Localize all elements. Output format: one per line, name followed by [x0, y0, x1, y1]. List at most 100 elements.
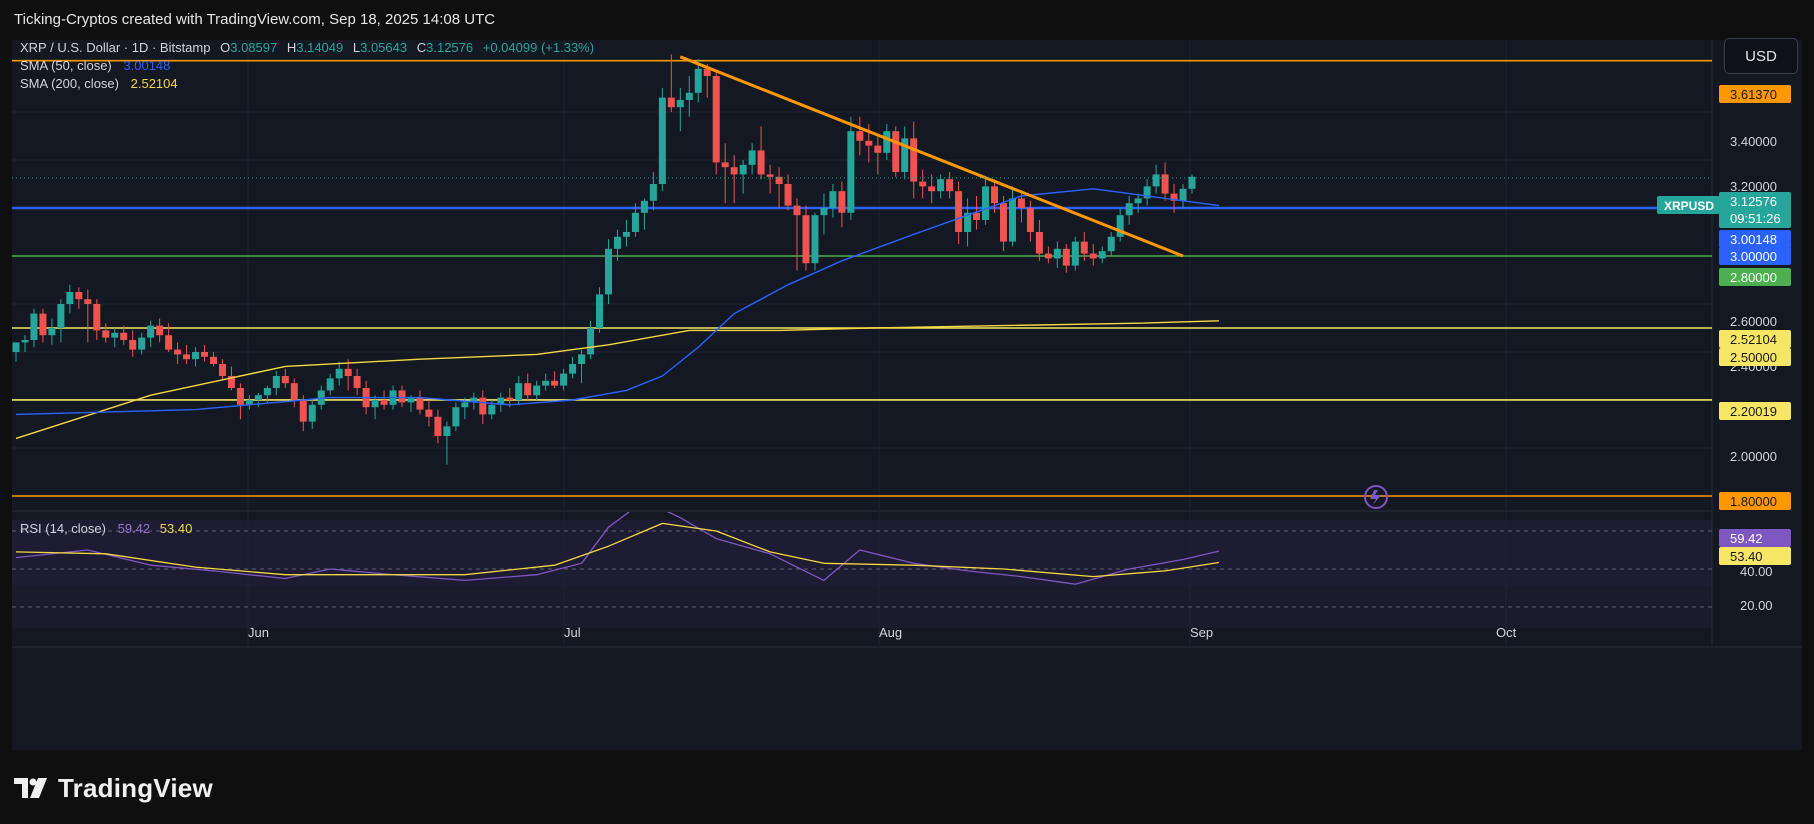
candle-body — [371, 400, 379, 408]
sma50-label: SMA (50, close) — [20, 58, 112, 73]
legend-row[interactable]: XRP / U.S. Dollar · 1D · Bitstamp O3.085… — [20, 40, 594, 55]
candle-body — [326, 378, 334, 391]
symbol-tag-text: XRPUSD — [1664, 199, 1714, 213]
tag-300-text: 3.00000 — [1730, 249, 1777, 264]
candle-body — [991, 186, 999, 204]
rsi-label: RSI (14, close) — [20, 521, 106, 536]
chart-area[interactable]: XRP / U.S. Dollar · 1D · Bitstamp O3.085… — [12, 40, 1802, 750]
candle-body — [892, 131, 900, 172]
high-label: H — [287, 40, 296, 55]
sma50-value: 3.00148 — [123, 58, 170, 73]
candle-body — [192, 352, 200, 360]
candle-body — [93, 304, 101, 331]
rsi-tick: 40.00 — [1740, 564, 1773, 579]
candle-body — [730, 167, 738, 175]
candle-body — [21, 340, 29, 343]
brand-name: TradingView — [58, 772, 213, 803]
candle-body — [533, 385, 541, 396]
rsi-lines[interactable] — [12, 501, 1712, 608]
candle-body — [308, 404, 316, 422]
close-label: C — [417, 40, 426, 55]
candle-body — [57, 304, 65, 328]
time-tick: Jul — [564, 625, 581, 640]
candle-body — [120, 332, 128, 340]
candle-body — [380, 400, 388, 405]
candle-body — [928, 186, 936, 192]
candle-body — [694, 68, 702, 93]
candle-body — [964, 212, 972, 232]
last-price-tag: XRPUSD 3.12576 09:51:26 — [1657, 192, 1791, 228]
footer-brand: TradingView — [14, 770, 213, 806]
candle-body — [218, 364, 226, 376]
candle-body — [102, 330, 110, 338]
candle-body — [631, 212, 639, 232]
price-tick: 3.40000 — [1730, 134, 1777, 149]
candle-body — [48, 328, 56, 336]
candle-body — [622, 232, 630, 237]
tradingview-logo-icon — [14, 778, 47, 798]
top-credit-bar: Ticking-Cryptos created with TradingView… — [0, 0, 1814, 40]
trendline-group[interactable] — [679, 55, 1184, 258]
candle-body — [1008, 198, 1016, 242]
candle-body — [398, 390, 406, 403]
candles-group[interactable] — [12, 54, 1196, 465]
sma200-legend[interactable]: SMA (200, close) 2.52104 — [20, 76, 178, 91]
time-tick: Jun — [248, 625, 269, 640]
candle-body — [129, 340, 137, 350]
candle-body — [703, 68, 711, 76]
rsi-ma-value: 53.40 — [160, 521, 193, 536]
candle-body — [1089, 253, 1097, 259]
candle-body — [613, 236, 621, 249]
candle-body — [488, 404, 496, 415]
candle-body — [712, 76, 720, 163]
tag-300: 3.00000 — [1719, 247, 1791, 265]
candle-body — [569, 364, 577, 374]
candle-body — [290, 383, 298, 400]
tag-sma50-text: 3.00148 — [1730, 232, 1777, 247]
candle-body — [587, 328, 595, 355]
candle-body — [1044, 253, 1052, 259]
candle-body — [299, 400, 307, 422]
candle-body — [1080, 241, 1088, 254]
time-tick: Sep — [1190, 625, 1213, 640]
high-value: 3.14049 — [296, 40, 343, 55]
price-chart-svg[interactable]: XRP / U.S. Dollar · 1D · Bitstamp O3.085… — [12, 40, 1802, 750]
candle-body — [416, 397, 424, 410]
candle-body — [1071, 241, 1079, 266]
candle-body — [982, 186, 990, 220]
sma200-line — [15, 320, 1219, 440]
candle-body — [84, 299, 92, 304]
tag-sma200: 2.52104 — [1719, 330, 1791, 348]
candle-body — [793, 205, 801, 216]
candle-body — [39, 313, 47, 336]
tag-rsi-ma: 53.40 — [1719, 547, 1791, 565]
candle-body — [156, 325, 164, 336]
rsi-legend[interactable]: RSI (14, close) 59.42 53.40 — [20, 521, 192, 536]
candle-body — [802, 215, 810, 264]
candle-body — [452, 407, 460, 427]
candle-body — [721, 162, 729, 168]
candle-body — [784, 184, 792, 206]
candle-body — [901, 138, 909, 172]
candle-body — [649, 184, 657, 201]
candle-body — [1116, 215, 1124, 237]
rsi-ma-line — [15, 522, 1220, 578]
sma50-legend[interactable]: SMA (50, close) 3.00148 — [20, 58, 170, 73]
rsi-value: 59.42 — [118, 521, 151, 536]
tag-250: 2.50000 — [1719, 348, 1791, 366]
candle-body — [1188, 176, 1196, 189]
candle-body — [524, 383, 532, 396]
candle-body — [1053, 248, 1061, 259]
tag-220: 2.20019 — [1719, 402, 1791, 420]
alert-clock-icon[interactable] — [1364, 485, 1388, 509]
candle-body — [353, 376, 361, 388]
currency-button[interactable]: USD — [1724, 38, 1798, 74]
candle-body — [201, 352, 209, 357]
candle-body — [1179, 188, 1187, 201]
candle-body — [811, 215, 819, 264]
symbol-title: XRP / U.S. Dollar · 1D · Bitstamp — [20, 40, 210, 55]
candle-body — [30, 313, 38, 340]
candle-body — [1152, 174, 1160, 187]
sma-lines[interactable] — [15, 188, 1219, 440]
candle-body — [676, 100, 684, 108]
